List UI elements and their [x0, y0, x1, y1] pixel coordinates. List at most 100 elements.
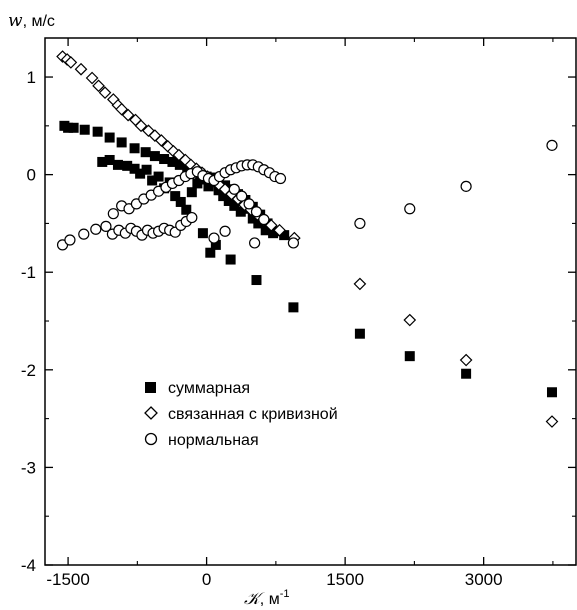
x-tick-label: 1500	[326, 570, 364, 589]
point-summary	[354, 328, 365, 339]
point-curvature	[85, 71, 99, 85]
point-summary	[174, 159, 185, 170]
point-summary	[170, 191, 181, 202]
point-summary	[140, 147, 151, 158]
point-summary	[268, 228, 279, 239]
point-normal	[404, 203, 416, 215]
x-tick-label: -1500	[46, 570, 89, 589]
point-normal	[208, 232, 220, 244]
x-axis-title: 𝒦, м-1	[244, 588, 289, 609]
point-summary	[251, 275, 262, 286]
point-summary	[129, 143, 140, 154]
point-normal	[186, 211, 198, 224]
point-normal	[243, 198, 255, 210]
point-curvature	[273, 223, 286, 237]
point-curvature	[115, 102, 128, 116]
point-curvature	[403, 313, 417, 327]
point-summary	[116, 137, 127, 148]
point-summary	[197, 228, 208, 239]
point-normal	[258, 213, 270, 226]
point-summary	[203, 181, 214, 192]
y-axis-title: w, м/с	[8, 11, 55, 31]
point-curvature	[92, 79, 105, 93]
point-normal	[460, 180, 472, 192]
point-curvature	[64, 56, 78, 69]
point-summary	[112, 159, 123, 170]
point-summary	[135, 168, 146, 179]
point-normal	[100, 220, 112, 232]
y-tick-label: -3	[21, 458, 36, 477]
point-curvature	[134, 119, 148, 133]
point-summary	[159, 154, 170, 165]
y-tick-label: 0	[27, 166, 36, 185]
point-summary	[122, 160, 133, 171]
point-curvature	[121, 108, 135, 122]
point-summary	[223, 195, 234, 206]
y-axis-symbol: w	[8, 11, 23, 31]
point-normal	[228, 183, 240, 195]
point-normal	[354, 217, 366, 230]
point-normal	[274, 172, 287, 185]
point-summary	[63, 122, 74, 133]
point-curvature	[155, 134, 168, 147]
x-axis-unit-exponent: -1	[280, 588, 290, 600]
point-normal	[107, 208, 119, 220]
point-curvature	[459, 353, 473, 367]
plot-frame	[44, 37, 577, 566]
y-axis-ticks: 1 0 -1 -2 -3 -4	[21, 68, 576, 575]
point-normal	[90, 223, 102, 235]
point-summary	[104, 154, 115, 165]
point-summary	[461, 368, 472, 379]
point-summary	[141, 164, 152, 175]
plot-border	[44, 37, 577, 566]
point-curvature	[353, 277, 367, 291]
point-summary	[288, 302, 299, 313]
point-summary	[260, 225, 271, 236]
point-normal	[249, 237, 261, 249]
point-summary	[192, 178, 203, 189]
point-curvature	[74, 62, 88, 76]
point-summary	[182, 162, 193, 173]
point-summary	[253, 218, 264, 229]
y-tick-label: -4	[21, 556, 36, 575]
legend-marker-summary	[145, 382, 156, 393]
legend-marker-normal	[144, 432, 158, 446]
point-summary	[247, 213, 258, 224]
point-summary	[129, 163, 140, 174]
point-curvature	[148, 129, 162, 142]
point-normal	[546, 139, 558, 151]
legend-marker-curvature	[144, 406, 158, 420]
point-summary	[97, 156, 108, 167]
legend-label-summary: суммарная	[168, 380, 250, 397]
point-summary	[149, 151, 160, 162]
point-curvature	[545, 415, 559, 428]
point-summary	[210, 239, 221, 250]
point-normal	[64, 234, 76, 246]
y-tick-label: 1	[27, 68, 36, 87]
y-axis-unit: , м/с	[23, 13, 55, 30]
x-axis-symbol: 𝒦	[244, 589, 265, 609]
point-summary	[68, 122, 79, 133]
point-summary	[218, 191, 229, 202]
point-summary	[225, 254, 236, 265]
x-tick-label: 3000	[465, 570, 503, 589]
point-summary	[92, 126, 103, 137]
x-axis-unit: , м	[260, 591, 280, 608]
x-axis-ticks: -1500 0 1500 3000	[46, 38, 554, 589]
point-summary	[181, 204, 192, 215]
point-normal	[236, 190, 248, 202]
point-normal	[287, 237, 300, 249]
data-points	[56, 50, 559, 428]
point-summary	[229, 200, 240, 211]
point-normal	[219, 225, 231, 237]
legend: суммарная связанная с кривизной нормальн…	[144, 380, 338, 449]
point-summary	[186, 187, 197, 198]
point-normal	[78, 228, 90, 240]
point-normal	[250, 206, 263, 218]
y-tick-label: -2	[21, 361, 36, 380]
point-summary	[279, 230, 290, 241]
point-curvature	[98, 86, 112, 100]
legend-label-normal: нормальная	[168, 432, 259, 449]
point-summary	[175, 196, 186, 207]
